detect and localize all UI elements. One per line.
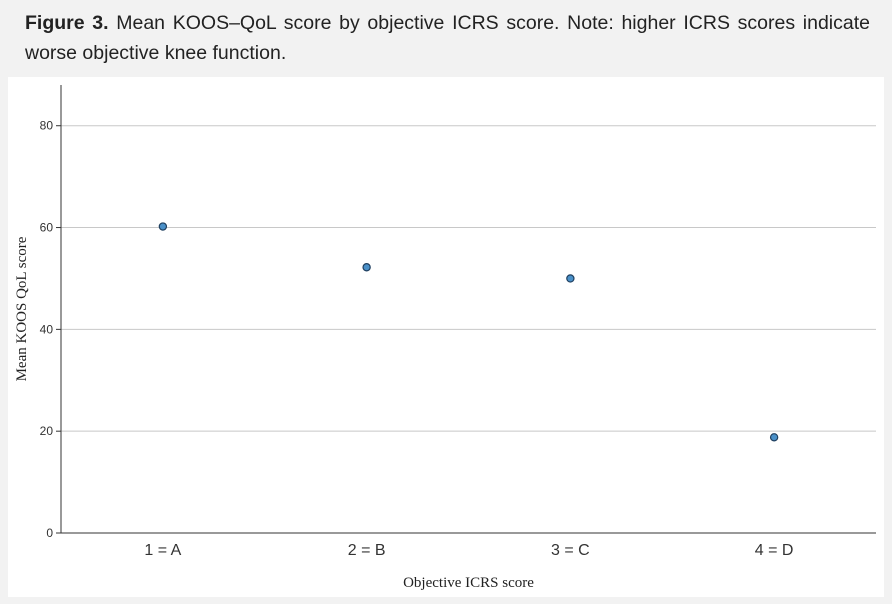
data-points — [158, 222, 779, 442]
x-tick-label: 4 = D — [755, 542, 794, 559]
data-point — [362, 263, 371, 272]
y-tick-label: 60 — [40, 221, 54, 235]
y-tick-label: 20 — [40, 424, 54, 438]
y-tick-labels: 0 20 40 60 80 — [40, 119, 61, 540]
scatter-chart: 0 20 40 60 80 1 = A 2 = B 3 = C 4 = D Mean KOOS… — [14, 85, 876, 591]
x-tick-labels: 1 = A 2 = B 3 = C 4 = D — [144, 542, 793, 559]
x-axis-title: Objective ICRS score — [403, 575, 534, 591]
chart-panel: 0 20 40 60 80 1 = A 2 = B 3 = C 4 = D Mean KOOS… — [8, 77, 884, 597]
data-point — [566, 274, 575, 283]
x-tick-label: 1 = A — [144, 542, 181, 559]
data-point — [769, 433, 779, 442]
x-tick-label: 2 = B — [348, 542, 386, 559]
figure-caption: Figure 3. Mean KOOS–QoL score by objecti… — [25, 8, 870, 68]
y-axis-title: Mean KOOS QoL score — [14, 236, 30, 381]
data-point — [158, 222, 168, 231]
caption-text: Mean KOOS–QoL score by objective ICRS sc… — [25, 12, 870, 64]
x-tick-label: 3 = C — [551, 542, 590, 559]
gridlines — [61, 125, 876, 432]
caption-label: Figure 3. — [25, 12, 109, 34]
y-tick-label: 0 — [46, 526, 53, 540]
y-tick-label: 40 — [40, 322, 54, 336]
y-tick-label: 80 — [40, 119, 54, 133]
